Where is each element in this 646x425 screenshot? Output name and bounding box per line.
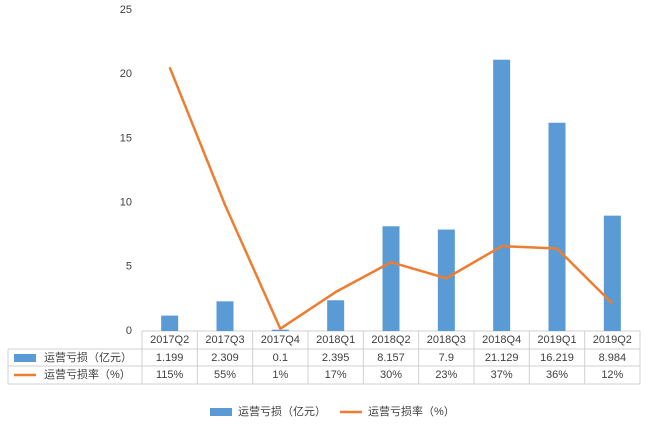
legend-label: 运营亏损（亿元）	[238, 404, 326, 418]
bar	[271, 329, 289, 331]
y-tick-label: 20	[120, 68, 132, 80]
bar	[382, 226, 400, 331]
table-cell: 8.984	[599, 352, 627, 364]
table-cell: 37%	[491, 369, 513, 381]
bar	[327, 300, 345, 331]
table-row-label: 运营亏损（亿元）	[44, 350, 132, 364]
table-cell: 8.157	[377, 352, 405, 364]
x-tick-label: 2018Q2	[371, 334, 410, 346]
bar	[437, 229, 455, 331]
bar	[216, 301, 234, 331]
bar	[603, 215, 621, 331]
y-tick-label: 0	[126, 325, 132, 337]
table-cell: 2.395	[322, 352, 350, 364]
table-row-label: 运营亏损率（%）	[44, 367, 131, 381]
x-tick-label: 2017Q3	[205, 334, 244, 346]
table-cell: 16.219	[540, 352, 574, 364]
table-cell: 55%	[214, 369, 236, 381]
x-tick-label: 2017Q2	[150, 334, 189, 346]
y-tick-label: 15	[120, 132, 132, 144]
table-cell: 115%	[156, 369, 184, 381]
x-tick-label: 2019Q2	[593, 334, 632, 346]
y-tick-label: 25	[120, 4, 132, 16]
line	[168, 66, 614, 330]
table-legend-swatch	[14, 354, 36, 362]
legend-label: 运营亏损率（%）	[368, 404, 455, 418]
y-tick-label: 10	[120, 197, 132, 209]
legend-swatch	[210, 408, 232, 416]
x-tick-label: 2018Q4	[482, 334, 521, 346]
table-cell: 1%	[272, 369, 288, 381]
table-cell: 21.129	[485, 352, 519, 364]
x-tick-label: 2018Q1	[316, 334, 355, 346]
bar	[161, 315, 179, 331]
table-cell: 30%	[380, 369, 402, 381]
x-tick-label: 2019Q1	[537, 334, 576, 346]
x-tick-label: 2017Q4	[261, 334, 300, 346]
y-tick-label: 5	[126, 261, 132, 273]
table-cell: 1.199	[156, 352, 184, 364]
table-cell: 2.309	[211, 352, 239, 364]
bar	[493, 59, 511, 331]
bar	[548, 122, 566, 331]
table-cell: 12%	[601, 369, 623, 381]
table-cell: 0.1	[273, 352, 288, 364]
table-cell: 23%	[435, 369, 457, 381]
table-cell: 17%	[325, 369, 347, 381]
table-cell: 36%	[546, 369, 568, 381]
table-cell: 7.9	[439, 352, 454, 364]
x-tick-label: 2018Q3	[427, 334, 466, 346]
